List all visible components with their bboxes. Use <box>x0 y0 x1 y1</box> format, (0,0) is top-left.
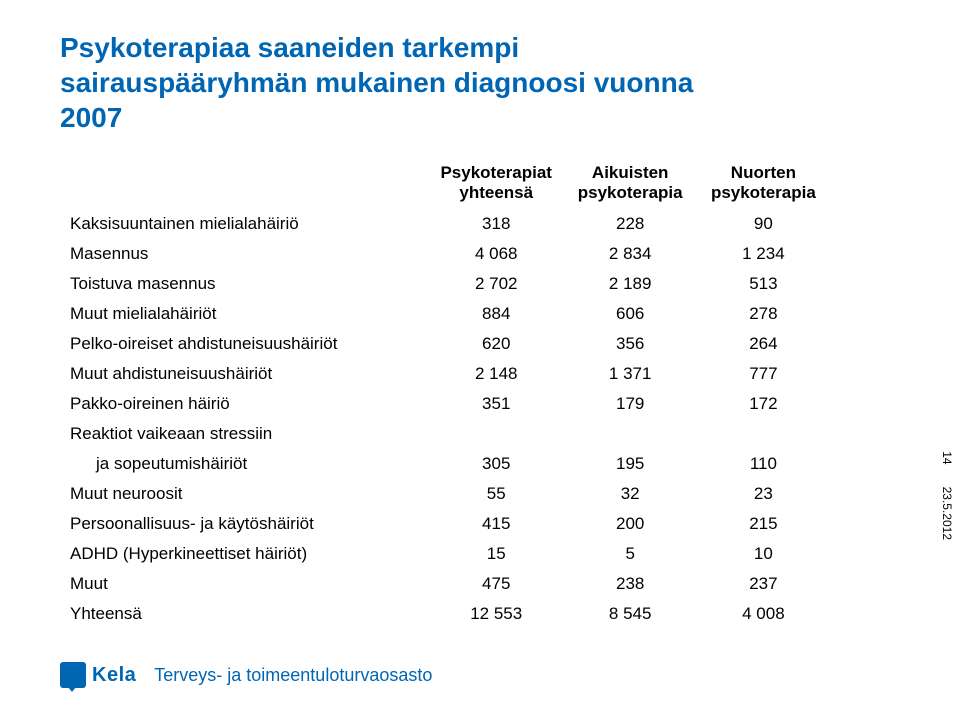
header-col-3-l1: Nuorten <box>731 163 796 182</box>
cell-value: 2 834 <box>564 239 697 269</box>
header-col-1: Psykoterapiat yhteensä <box>429 159 564 209</box>
row-label: Muut <box>60 569 429 599</box>
cell-value: 238 <box>564 569 697 599</box>
logo-wrap: Kela Terveys- ja toimeentuloturvaosasto <box>60 662 920 688</box>
row-label: Toistuva masennus <box>60 269 429 299</box>
cell-value: 1 234 <box>697 239 830 269</box>
cell-value: 215 <box>697 509 830 539</box>
table-row: Muut ahdistuneisuushäiriöt2 1481 371777 <box>60 359 830 389</box>
logo-icon <box>60 662 86 688</box>
cell-value: 12 553 <box>429 599 564 629</box>
header-empty <box>60 159 429 209</box>
cell-value: 2 189 <box>564 269 697 299</box>
row-label: Muut neuroosit <box>60 479 429 509</box>
row-label: Muut mielialahäiriöt <box>60 299 429 329</box>
cell-value <box>564 419 697 449</box>
cell-value <box>697 419 830 449</box>
cell-value: 179 <box>564 389 697 419</box>
table-body: Kaksisuuntainen mielialahäiriö31822890Ma… <box>60 209 830 629</box>
cell-value: 606 <box>564 299 697 329</box>
table-row: ADHD (Hyperkineettiset häiriöt)15510 <box>60 539 830 569</box>
row-label: Persoonallisuus- ja käytöshäiriöt <box>60 509 429 539</box>
cell-value: 2 148 <box>429 359 564 389</box>
cell-value: 264 <box>697 329 830 359</box>
row-label: Pakko-oireinen häiriö <box>60 389 429 419</box>
cell-value: 110 <box>697 449 830 479</box>
header-col-2: Aikuisten psykoterapia <box>564 159 697 209</box>
slide: Psykoterapiaa saaneiden tarkempi sairaus… <box>0 0 960 720</box>
cell-value: 90 <box>697 209 830 239</box>
cell-value: 884 <box>429 299 564 329</box>
cell-value: 200 <box>564 509 697 539</box>
cell-value: 55 <box>429 479 564 509</box>
title-line-3: 2007 <box>60 102 122 133</box>
cell-value: 172 <box>697 389 830 419</box>
cell-value: 278 <box>697 299 830 329</box>
table-row: Pakko-oireinen häiriö351179172 <box>60 389 830 419</box>
cell-value: 4 008 <box>697 599 830 629</box>
slide-date: 23.5.2012 <box>940 487 954 540</box>
table-row: Toistuva masennus2 7022 189513 <box>60 269 830 299</box>
row-label: Kaksisuuntainen mielialahäiriö <box>60 209 429 239</box>
logo-text: Kela <box>92 664 136 687</box>
cell-value <box>429 419 564 449</box>
header-col-1-l2: yhteensä <box>459 183 533 202</box>
cell-value: 513 <box>697 269 830 299</box>
page-number: 14 <box>940 451 954 464</box>
header-col-2-l2: psykoterapia <box>578 183 683 202</box>
cell-value: 415 <box>429 509 564 539</box>
page-title: Psykoterapiaa saaneiden tarkempi sairaus… <box>60 30 900 135</box>
row-label: ja sopeutumishäiriöt <box>60 449 429 479</box>
kela-logo: Kela <box>60 662 136 688</box>
row-label: Masennus <box>60 239 429 269</box>
footer: Kela Terveys- ja toimeentuloturvaosasto <box>0 662 960 706</box>
table-row: Persoonallisuus- ja käytöshäiriöt4152002… <box>60 509 830 539</box>
table-row: Pelko-oireiset ahdistuneisuushäiriöt6203… <box>60 329 830 359</box>
row-label: Yhteensä <box>60 599 429 629</box>
department-name: Terveys- ja toimeentuloturvaosasto <box>154 665 432 688</box>
cell-value: 475 <box>429 569 564 599</box>
table-row: Muut475238237 <box>60 569 830 599</box>
cell-value: 15 <box>429 539 564 569</box>
title-line-2: sairauspääryhmän mukainen diagnoosi vuon… <box>60 67 693 98</box>
cell-value: 620 <box>429 329 564 359</box>
cell-value: 228 <box>564 209 697 239</box>
table-row: Masennus4 0682 8341 234 <box>60 239 830 269</box>
cell-value: 23 <box>697 479 830 509</box>
table-row: Muut mielialahäiriöt884606278 <box>60 299 830 329</box>
cell-value: 32 <box>564 479 697 509</box>
header-col-3-l2: psykoterapia <box>711 183 816 202</box>
cell-value: 777 <box>697 359 830 389</box>
cell-value: 237 <box>697 569 830 599</box>
header-col-3: Nuorten psykoterapia <box>697 159 830 209</box>
header-col-2-l1: Aikuisten <box>592 163 669 182</box>
cell-value: 195 <box>564 449 697 479</box>
row-label: ADHD (Hyperkineettiset häiriöt) <box>60 539 429 569</box>
table-row: Kaksisuuntainen mielialahäiriö31822890 <box>60 209 830 239</box>
data-table: Psykoterapiat yhteensä Aikuisten psykote… <box>60 159 830 629</box>
cell-value: 10 <box>697 539 830 569</box>
header-col-1-l1: Psykoterapiat <box>440 163 552 182</box>
table-row: Reaktiot vaikeaan stressiin <box>60 419 830 449</box>
table-row: Yhteensä12 5538 5454 008 <box>60 599 830 629</box>
cell-value: 2 702 <box>429 269 564 299</box>
row-label: Reaktiot vaikeaan stressiin <box>60 419 429 449</box>
cell-value: 305 <box>429 449 564 479</box>
cell-value: 5 <box>564 539 697 569</box>
side-meta: 14 23.5.2012 <box>940 451 954 540</box>
cell-value: 318 <box>429 209 564 239</box>
table-row: ja sopeutumishäiriöt305195110 <box>60 449 830 479</box>
cell-value: 8 545 <box>564 599 697 629</box>
cell-value: 356 <box>564 329 697 359</box>
table-header-row: Psykoterapiat yhteensä Aikuisten psykote… <box>60 159 830 209</box>
title-line-1: Psykoterapiaa saaneiden tarkempi <box>60 32 519 63</box>
row-label: Muut ahdistuneisuushäiriöt <box>60 359 429 389</box>
cell-value: 1 371 <box>564 359 697 389</box>
cell-value: 4 068 <box>429 239 564 269</box>
cell-value: 351 <box>429 389 564 419</box>
table-row: Muut neuroosit553223 <box>60 479 830 509</box>
row-label: Pelko-oireiset ahdistuneisuushäiriöt <box>60 329 429 359</box>
